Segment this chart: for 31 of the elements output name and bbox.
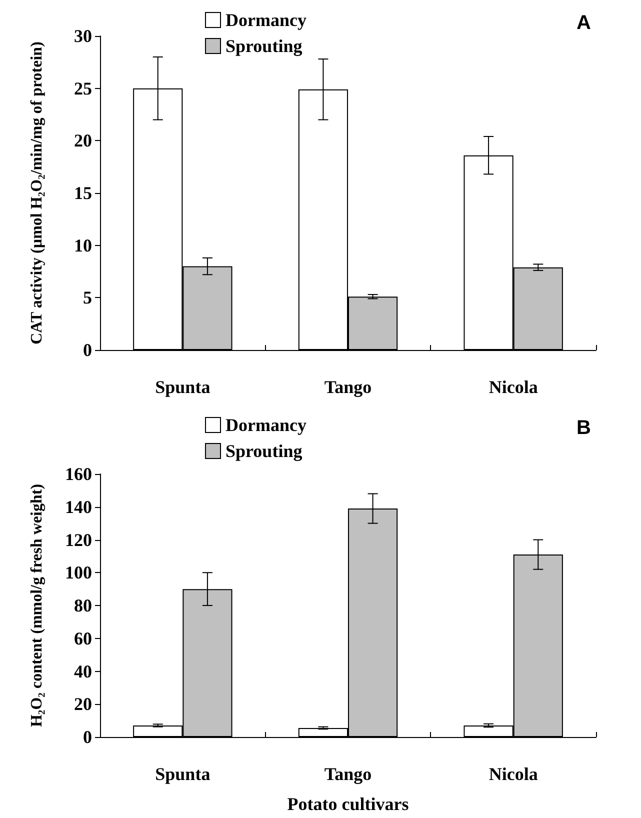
y-tick-label: 140 [65,496,92,517]
y-tick-label: 120 [65,530,92,550]
y-tick-label: 20 [74,694,92,714]
y-tick-label: 60 [74,628,92,648]
x-tick-label: Nicola [488,377,538,397]
legend-label: Dormancy [226,10,306,30]
y-tick-label: 15 [74,183,92,203]
y-tick-label: 20 [74,130,92,151]
y-tick-label: 0 [83,727,92,747]
x-tick-label: Tango [324,377,372,397]
y-tick-label: 25 [74,78,92,98]
x-axis-title: Potato cultivars [287,794,409,814]
legend-label: Sprouting [226,36,302,56]
y-tick-label: 40 [74,661,92,682]
legend-label: Dormancy [226,415,306,435]
x-tick-label: Tango [324,764,372,784]
y-axis-title: H₂O₂ content (mmol/g fresh weight) [28,484,46,728]
y-axis-title: CAT activity (µmol H₂O₂/min/mg of protein) [28,42,46,344]
y-tick-label: 160 [65,464,92,484]
y-tick-label: 10 [74,235,92,256]
x-tick-label: Nicola [488,764,538,784]
x-tick-label: Spunta [155,764,210,784]
legend-label: Sprouting [226,441,302,461]
y-tick-label: 100 [65,562,92,583]
x-tick-label: Spunta [155,377,210,397]
y-tick-label: 5 [83,288,92,308]
y-tick-label: 80 [74,596,92,616]
y-tick-label: 30 [74,26,92,46]
chart-title: A [576,12,592,34]
y-tick-label: 0 [83,340,92,360]
chart-title: B [576,417,592,439]
